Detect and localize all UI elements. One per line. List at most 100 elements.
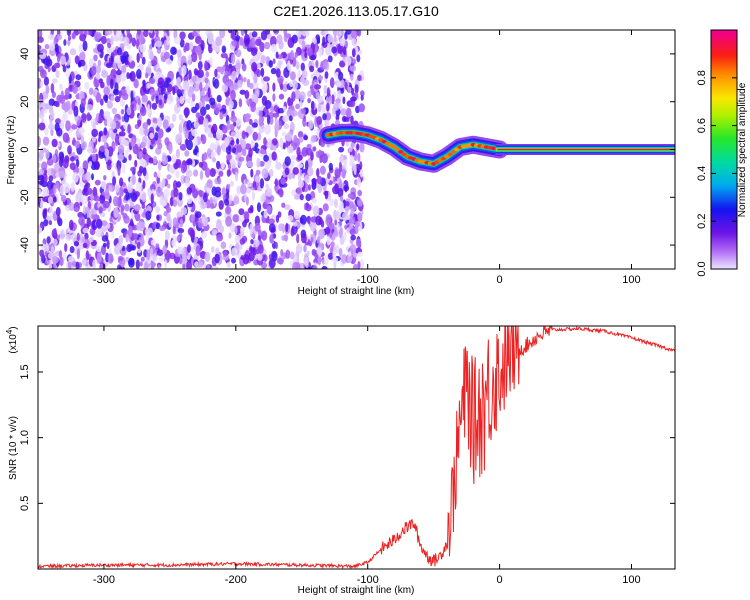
colorbar-band (711, 267, 737, 270)
colorbar-band (711, 257, 737, 260)
colorbar-band (711, 79, 737, 83)
colorbar-band (711, 217, 737, 220)
colorbar-band (711, 33, 737, 37)
colorbar-band (711, 203, 737, 206)
colorbar-band (711, 129, 737, 133)
colorbar-band (711, 165, 737, 169)
colorbar-gradient (711, 30, 737, 270)
colorbar-frame (710, 29, 738, 270)
colorbar-band (711, 117, 737, 121)
colorbar-band (711, 43, 737, 47)
colorbar-band (711, 213, 737, 216)
colorbar-band (711, 61, 737, 65)
colorbar-band (711, 77, 737, 81)
colorbar-band (711, 119, 737, 123)
colorbar-band (711, 97, 737, 101)
colorbar-band (711, 37, 737, 41)
colorbar-band (711, 219, 737, 222)
colorbar-band (711, 133, 737, 137)
colorbar-band (711, 39, 737, 43)
colorbar-tick-label: 0.4 (696, 166, 708, 181)
colorbar-band (711, 263, 737, 266)
colorbar-band (711, 103, 737, 107)
colorbar-band (711, 41, 737, 45)
spectrogram-x-ticks: -300 -200 -100 0 100 (93, 30, 641, 286)
colorbar-band (711, 91, 737, 95)
colorbar-band (711, 87, 737, 91)
colorbar-band (711, 247, 737, 250)
colorbar-band (711, 111, 737, 115)
colorbar-band (711, 145, 737, 149)
colorbar-band (711, 65, 737, 69)
y-tick-label: 1.0 (19, 430, 31, 445)
colorbar-band (711, 237, 737, 240)
colorbar-ticks: 0.0 0.2 0.4 0.6 0.8 (696, 70, 737, 277)
colorbar-band (711, 167, 737, 171)
y-tick-label: -20 (19, 189, 31, 205)
trace-blobs (325, 130, 499, 166)
colorbar-band (711, 163, 737, 167)
x-tick-label: 0 (497, 574, 503, 586)
colorbar-band (711, 151, 737, 155)
colorbar-band (711, 255, 737, 258)
colorbar-band (711, 231, 737, 234)
colorbar-tick-label: 0.0 (696, 261, 708, 276)
colorbar-band (711, 229, 737, 232)
colorbar-band (711, 177, 737, 180)
svg-text:(x104): (x104) (5, 326, 19, 353)
colorbar-band (711, 233, 737, 236)
colorbar-band (711, 181, 737, 184)
colorbar-band (711, 85, 737, 89)
colorbar-band (711, 153, 737, 157)
colorbar-band (711, 159, 737, 163)
colorbar-band (711, 135, 737, 139)
colorbar-band (711, 69, 737, 73)
colorbar-band (711, 259, 737, 262)
colorbar-band (711, 141, 737, 145)
colorbar-band (711, 31, 737, 35)
colorbar-band (711, 253, 737, 256)
colorbar-band (711, 30, 737, 33)
colorbar-band (711, 173, 737, 176)
colorbar-band (711, 171, 737, 174)
y-tick-label: 0 (19, 146, 31, 152)
colorbar-band (711, 209, 737, 212)
colorbar-band (711, 105, 737, 109)
colorbar-band (711, 131, 737, 135)
colorbar-band (711, 183, 737, 186)
colorbar-band (711, 57, 737, 61)
x-tick-label: -100 (357, 274, 379, 286)
colorbar-band (711, 89, 737, 93)
colorbar-band (711, 121, 737, 125)
colorbar-band (711, 71, 737, 75)
snr-series-line (38, 326, 675, 569)
colorbar-band (711, 223, 737, 226)
snr-y-ticks: 0.5 1.0 1.5 (19, 364, 675, 511)
colorbar-band (711, 187, 737, 190)
colorbar-band (711, 195, 737, 198)
y-tick-label: 40 (19, 48, 31, 60)
snr-multiplier-text: (x10 (8, 334, 19, 354)
colorbar-band (711, 143, 737, 147)
snr-multiplier-exponent: 4 (5, 329, 14, 334)
x-tick-label: -100 (357, 574, 379, 586)
colorbar-band (711, 225, 737, 228)
colorbar-band (711, 199, 737, 202)
snr-y-axis-label: SNR (10 * v/v) (8, 416, 19, 480)
colorbar-tick-label: 0.8 (696, 70, 708, 85)
colorbar-band (711, 239, 737, 242)
colorbar-band (711, 211, 737, 214)
colorbar-band (711, 73, 737, 77)
colorbar-band (711, 201, 737, 204)
colorbar-band (711, 55, 737, 59)
spectrogram-y-ticks: -40 -20 0 20 40 (19, 48, 675, 253)
colorbar-band (711, 45, 737, 49)
colorbar-band (711, 191, 737, 194)
colorbar-band (711, 193, 737, 196)
colorbar-band (711, 147, 737, 151)
colorbar-band (711, 245, 737, 248)
x-tick-label: -200 (225, 274, 247, 286)
colorbar-band (711, 161, 737, 165)
